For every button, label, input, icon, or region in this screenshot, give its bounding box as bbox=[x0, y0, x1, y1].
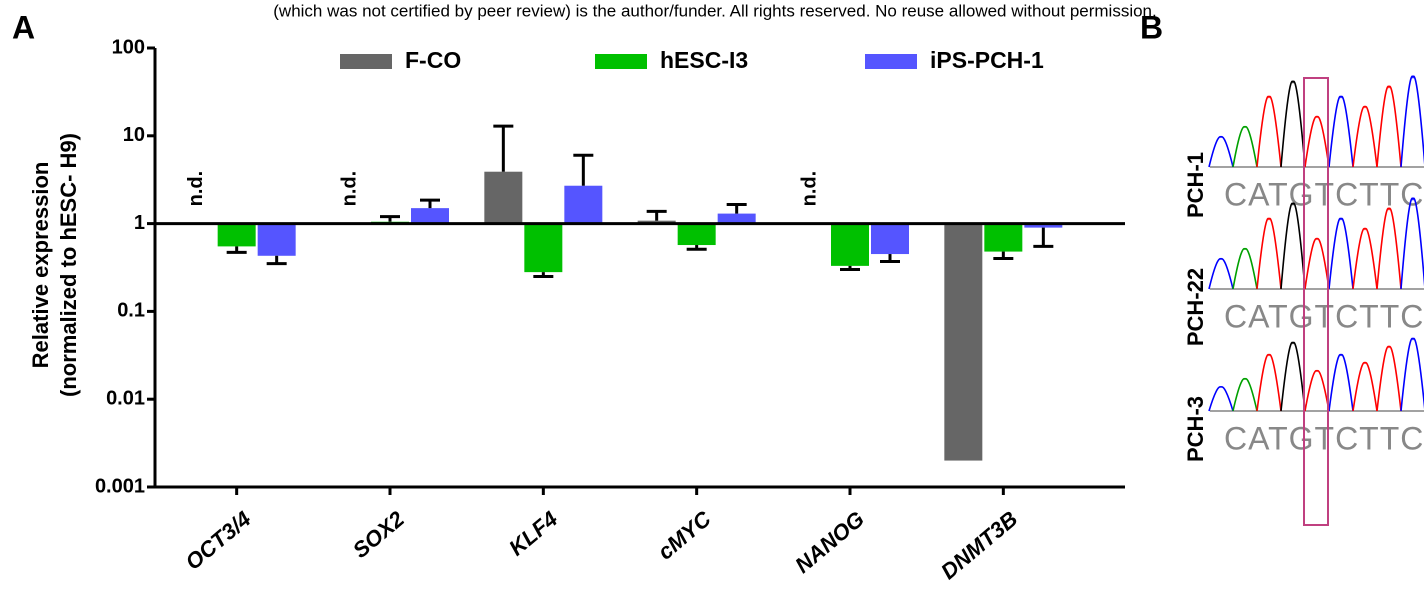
y-tick-label: 0.1 bbox=[117, 300, 145, 322]
legend-label: hESC-I3 bbox=[660, 47, 748, 73]
bar bbox=[524, 224, 562, 273]
chromatogram-peak bbox=[1377, 346, 1401, 411]
legend-swatch bbox=[865, 54, 917, 69]
y-axis-label: (normalized to hESC- H9) bbox=[56, 133, 81, 397]
legend-label: iPS-PCH-1 bbox=[930, 47, 1044, 73]
y-tick-label: 100 bbox=[112, 36, 145, 58]
bar bbox=[718, 214, 756, 224]
chromatogram-peak bbox=[1353, 107, 1377, 168]
sample-label: PCH-3 bbox=[1183, 396, 1208, 462]
bar bbox=[564, 186, 602, 224]
bar bbox=[831, 224, 869, 266]
sequence: CATGTCTTCA bbox=[1224, 298, 1424, 334]
chromatogram-peak bbox=[1281, 203, 1305, 289]
chromatogram-peak bbox=[1329, 218, 1353, 289]
panel-b: PCH-1 CATGTCTTCA PCH-22 CATGTCTTCA PCH-3 CATG… bbox=[1183, 76, 1424, 525]
panel-label: B bbox=[1140, 9, 1163, 45]
legend-swatch bbox=[595, 54, 647, 69]
panel-label: A bbox=[12, 9, 35, 45]
x-tick-label: DNMT3B bbox=[936, 506, 1022, 584]
chromatogram-peak bbox=[1233, 379, 1257, 411]
page: (which was not certified by peer review)… bbox=[0, 0, 1424, 605]
bar bbox=[411, 208, 449, 223]
x-tick-label: KLF4 bbox=[504, 506, 562, 561]
x-tick-label: NANOG bbox=[790, 506, 869, 578]
bar bbox=[871, 224, 909, 254]
y-tick-label: 0.001 bbox=[95, 475, 145, 497]
chromatogram-peak bbox=[1377, 86, 1401, 167]
chromatogram-peak bbox=[1305, 371, 1329, 411]
bar bbox=[258, 224, 296, 256]
chromatogram-peak bbox=[1233, 249, 1257, 289]
value-label: n.d. bbox=[338, 171, 360, 207]
y-axis-label: Relative expression bbox=[28, 162, 53, 369]
header-note: (which was not certified by peer review)… bbox=[273, 1, 1156, 20]
chromatogram-peak bbox=[1257, 218, 1281, 289]
y-tick-label: 10 bbox=[123, 124, 145, 146]
chromatogram-peak bbox=[1353, 229, 1377, 290]
chromatogram-peak bbox=[1353, 363, 1377, 411]
sample-label: PCH-22 bbox=[1183, 268, 1208, 346]
chromatogram-peak bbox=[1257, 355, 1281, 411]
value-label: n.d. bbox=[185, 171, 207, 207]
chromatogram-peak bbox=[1329, 96, 1353, 167]
chromatogram-peak bbox=[1281, 81, 1305, 167]
sequence: CATGTCTTCA bbox=[1224, 176, 1424, 212]
sample-label: PCH-1 bbox=[1183, 152, 1208, 218]
chromatogram-peak bbox=[1401, 338, 1424, 411]
y-tick-label: 0.01 bbox=[106, 387, 145, 409]
value-label: n.d. bbox=[798, 171, 820, 207]
chromatogram-peak bbox=[1281, 342, 1305, 411]
figure: (which was not certified by peer review)… bbox=[0, 0, 1424, 605]
bar bbox=[218, 224, 256, 247]
legend-label: F-CO bbox=[405, 47, 461, 73]
chromatogram-peak bbox=[1209, 387, 1233, 411]
bar bbox=[678, 224, 716, 245]
bar bbox=[984, 224, 1022, 252]
x-tick-label: cMYC bbox=[653, 505, 717, 564]
x-tick-label: OCT3/4 bbox=[181, 506, 256, 575]
bar bbox=[944, 224, 982, 461]
chromatogram-peak bbox=[1257, 96, 1281, 167]
chromatogram-peak bbox=[1329, 355, 1353, 411]
chromatogram-peak bbox=[1209, 137, 1233, 167]
chromatogram-peak bbox=[1401, 76, 1424, 167]
chromatogram-peak bbox=[1305, 117, 1329, 167]
chromatogram-peak bbox=[1233, 127, 1257, 167]
chromatogram-peak bbox=[1377, 208, 1401, 289]
chromatogram-peak bbox=[1305, 239, 1329, 289]
x-tick-label: SOX2 bbox=[348, 506, 410, 563]
y-tick-label: 1 bbox=[134, 212, 145, 234]
legend-swatch bbox=[340, 54, 392, 69]
bar bbox=[484, 172, 522, 224]
chromatogram-peak bbox=[1209, 259, 1233, 289]
sequence: CATGTCTTCA bbox=[1224, 420, 1424, 456]
